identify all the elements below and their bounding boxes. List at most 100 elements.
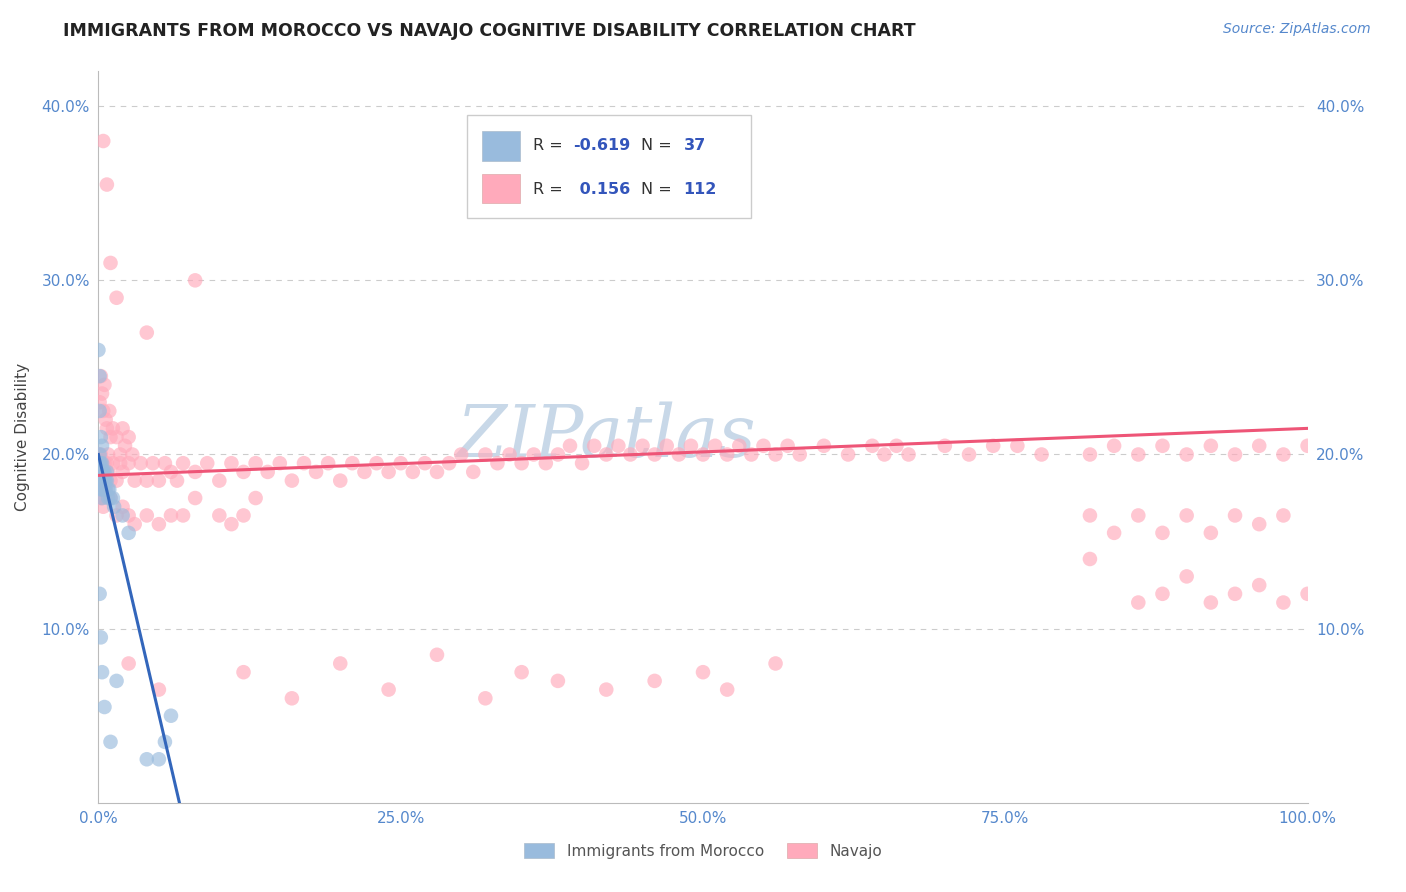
Point [135,326,157,340]
Point [934,439,956,453]
Point [886,439,908,453]
Point [108,448,131,462]
Point [281,691,304,706]
Point [129,456,152,470]
Point [124,474,146,488]
Point [172,456,194,470]
Point [1272,448,1295,462]
Text: -0.619: -0.619 [574,138,631,153]
Point [118,508,141,523]
Point [94,412,117,426]
Point [1272,508,1295,523]
Point [221,517,243,532]
Point [474,448,496,462]
Point [114,439,136,453]
Point [1078,552,1101,566]
Point [105,291,128,305]
Point [281,474,304,488]
Text: N =: N = [641,182,678,197]
Point [342,456,364,470]
Point [463,465,485,479]
Point [366,456,388,470]
Point [118,430,141,444]
Point [118,657,141,671]
Point [1102,525,1125,540]
Point [752,439,775,453]
Point [1249,517,1271,532]
Point [87,456,110,470]
Point [111,465,134,479]
Point [91,456,114,470]
Point [91,474,114,488]
Point [87,465,110,479]
Point [121,448,143,462]
Point [90,456,112,470]
Point [89,456,111,470]
Point [523,448,546,462]
Point [100,256,122,270]
Point [619,448,641,462]
Point [571,456,593,470]
Point [957,448,980,462]
Point [595,682,617,697]
Point [897,448,920,462]
Point [91,483,114,497]
Point [607,439,630,453]
Point [105,430,128,444]
Point [96,465,118,479]
Text: Source: ZipAtlas.com: Source: ZipAtlas.com [1223,22,1371,37]
Point [679,439,702,453]
Point [547,448,569,462]
Point [153,735,176,749]
Point [118,456,141,470]
Point [704,439,727,453]
Point [98,404,121,418]
Point [91,500,114,514]
Point [148,752,170,766]
Point [789,448,811,462]
Bar [482,131,520,161]
Point [329,474,352,488]
Point [644,673,666,688]
Point [1175,508,1198,523]
Point [1152,525,1174,540]
Point [91,491,114,505]
Point [91,386,114,401]
Point [93,483,115,497]
Point [111,500,134,514]
Point [100,474,122,488]
Point [98,483,121,497]
Point [1223,508,1246,523]
Text: 112: 112 [683,182,717,197]
Point [89,395,111,409]
Point [90,430,112,444]
Point [860,439,883,453]
Point [353,465,375,479]
Point [316,456,339,470]
Point [1223,448,1246,462]
Point [486,456,509,470]
Point [90,465,112,479]
Point [644,448,666,462]
Point [148,682,170,697]
Point [1102,439,1125,453]
Point [184,273,207,287]
Point [558,439,581,453]
Point [292,456,315,470]
Point [135,508,157,523]
Point [90,448,112,462]
Point [96,456,118,470]
Point [256,465,278,479]
Point [124,517,146,532]
Point [413,456,436,470]
Point [776,439,799,453]
Point [1031,448,1053,462]
Point [89,456,111,470]
Point [135,474,157,488]
Point [91,491,114,505]
Point [692,665,714,680]
Point [1296,439,1319,453]
Point [498,448,520,462]
Point [91,465,114,479]
Point [93,474,115,488]
